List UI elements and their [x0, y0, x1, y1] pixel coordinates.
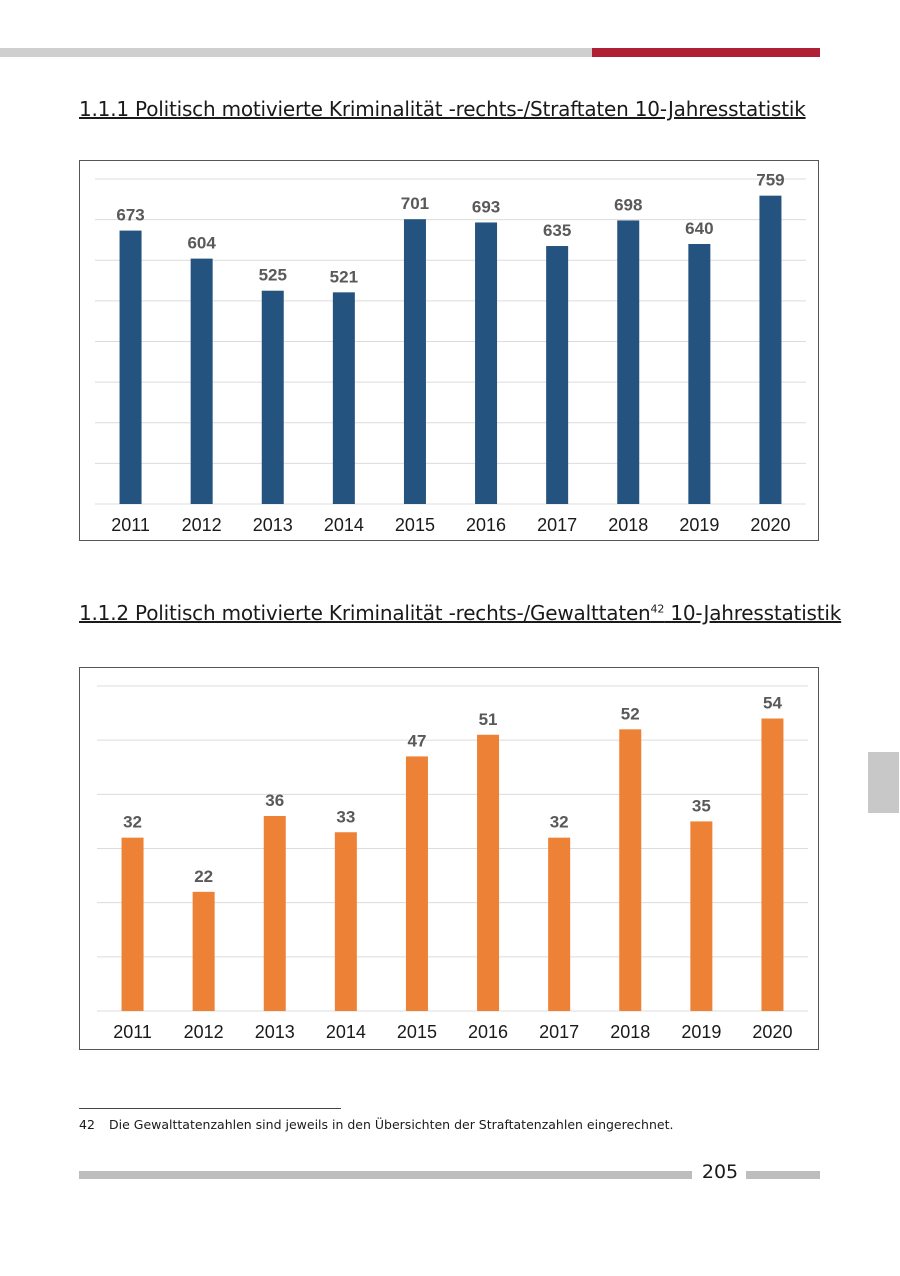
- data-label: 698: [614, 195, 642, 214]
- footer-rule-left: [79, 1171, 692, 1179]
- chart-gewalttaten: 32 2011 22 2012 36 2013 33 2014 47 2015 51 2016 32 20…: [79, 667, 819, 1050]
- bar-2016: [477, 734, 500, 1011]
- bar-2014: [332, 292, 355, 504]
- data-label: 604: [187, 234, 216, 253]
- data-label: 54: [763, 694, 782, 713]
- x-tick-label: 2015: [395, 515, 435, 535]
- bar-2019: [688, 244, 711, 504]
- header-rule-red: [592, 48, 820, 57]
- bar-2018: [617, 220, 640, 504]
- side-tab-marker: [868, 752, 899, 813]
- bar-2016: [475, 222, 498, 504]
- bar-2012: [192, 891, 215, 1011]
- x-tick-label: 2017: [539, 1022, 579, 1042]
- x-tick-label: 2019: [681, 1022, 721, 1042]
- x-tick-label: 2018: [608, 515, 648, 535]
- page-number: 205: [701, 1161, 739, 1183]
- bar-2013: [263, 816, 286, 1011]
- x-tick-label: 2012: [182, 515, 222, 535]
- data-label: 32: [550, 813, 569, 832]
- bar-2020: [759, 195, 782, 504]
- data-label: 693: [472, 197, 500, 216]
- data-label: 32: [123, 813, 142, 832]
- bar-2019: [690, 821, 713, 1011]
- data-label: 35: [692, 796, 711, 815]
- data-label: 640: [685, 219, 713, 238]
- bar-2015: [405, 756, 428, 1011]
- bar-2013: [261, 290, 284, 504]
- x-tick-label: 2014: [324, 515, 364, 535]
- x-tick-label: 2013: [253, 515, 293, 535]
- bar-2012: [190, 258, 213, 504]
- x-tick-label: 2017: [537, 515, 577, 535]
- footer-rule-right: [746, 1171, 820, 1179]
- footnote-reference[interactable]: 42: [650, 602, 665, 616]
- data-label: 521: [330, 267, 358, 286]
- data-label: 47: [407, 731, 426, 750]
- chart-gewalttaten-svg: 32 2011 22 2012 36 2013 33 2014 47 2015 51 2016 32 20…: [97, 685, 808, 1042]
- section-heading-straftaten: 1.1.1 Politisch motivierte Kriminalität …: [79, 97, 806, 121]
- x-tick-label: 2011: [113, 1022, 152, 1042]
- data-label: 22: [194, 867, 213, 886]
- bar-2015: [403, 219, 426, 504]
- data-label: 52: [621, 704, 640, 723]
- footnote-rule: [79, 1108, 341, 1109]
- x-tick-label: 2014: [326, 1022, 366, 1042]
- x-tick-label: 2019: [679, 515, 719, 535]
- x-tick-label: 2012: [184, 1022, 224, 1042]
- bar-2017: [548, 837, 571, 1011]
- chart-straftaten-svg: 673 2011 604 2012 525 2013 521 2014 701 2015 693 20…: [95, 171, 806, 535]
- data-label: 759: [756, 171, 784, 190]
- data-label: 51: [479, 710, 498, 729]
- x-tick-label: 2011: [111, 515, 150, 535]
- header-rule-grey: [0, 48, 592, 57]
- footnote: 42 Die Gewalttatenzahlen sind jeweils in …: [79, 1117, 673, 1132]
- data-label: 36: [265, 791, 284, 810]
- bar-2014: [334, 832, 357, 1011]
- x-tick-label: 2013: [255, 1022, 295, 1042]
- data-label: 525: [259, 266, 287, 285]
- data-label: 673: [116, 206, 144, 225]
- x-tick-label: 2020: [752, 1022, 792, 1042]
- x-tick-label: 2016: [466, 515, 506, 535]
- footnote-number: 42: [79, 1117, 95, 1132]
- heading-text: 1.1.2 Politisch motivierte Kriminalität …: [79, 601, 651, 625]
- bar-2018: [619, 729, 642, 1011]
- x-tick-label: 2020: [750, 515, 790, 535]
- section-heading-gewalttaten: 1.1.2 Politisch motivierte Kriminalität …: [79, 601, 841, 625]
- x-tick-label: 2016: [468, 1022, 508, 1042]
- chart-straftaten: 673 2011 604 2012 525 2013 521 2014 701 2015 693 20…: [79, 160, 819, 541]
- data-label: 635: [543, 221, 571, 240]
- bar-2017: [546, 246, 569, 504]
- bar-2011: [121, 837, 144, 1011]
- heading-text: 1.1.1 Politisch motivierte Kriminalität …: [79, 97, 806, 121]
- bar-2011: [119, 230, 142, 504]
- data-label: 33: [336, 807, 355, 826]
- x-tick-label: 2018: [610, 1022, 650, 1042]
- heading-text-tail: 10-Jahresstatistik: [664, 601, 842, 625]
- data-label: 701: [401, 194, 429, 213]
- footnote-text: Die Gewalttatenzahlen sind jeweils in de…: [109, 1117, 674, 1132]
- bar-2020: [761, 718, 784, 1011]
- x-tick-label: 2015: [397, 1022, 437, 1042]
